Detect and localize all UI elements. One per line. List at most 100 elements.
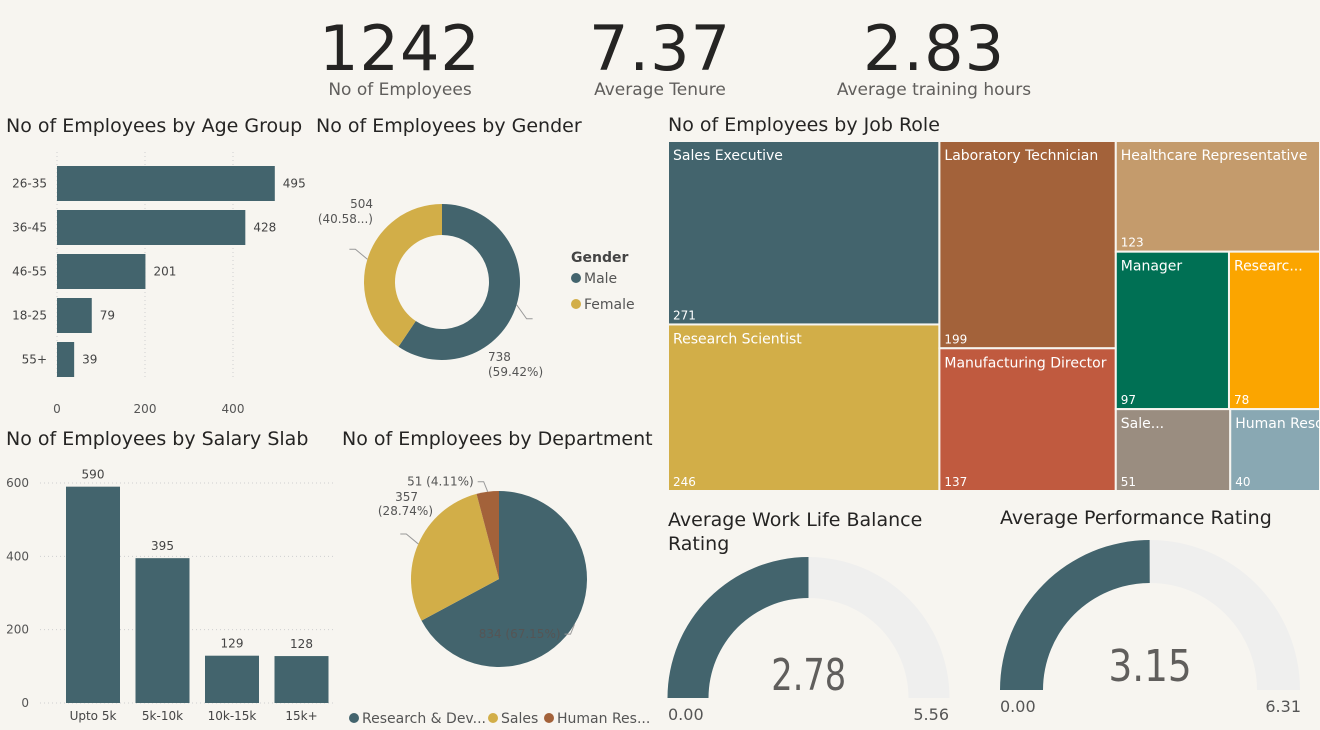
perf-gauge-value: 3.15 bbox=[1108, 640, 1191, 692]
legend-male-label[interactable]: Male bbox=[584, 271, 617, 287]
wlb-gauge-title: Average Work Life Balance Rating bbox=[668, 509, 923, 555]
treemap-tile-human-resources[interactable] bbox=[1229, 408, 1320, 491]
treemap-tile-sales-executive[interactable] bbox=[668, 141, 941, 326]
treemap-tile-value: 78 bbox=[1234, 393, 1249, 407]
department-slice-sales[interactable] bbox=[411, 493, 499, 621]
treemap-tile-value: 51 bbox=[1121, 475, 1136, 489]
dept-hr-leader bbox=[477, 481, 489, 492]
kpi-tenure-value: 7.37 bbox=[588, 12, 732, 85]
salary-ytick: 600 bbox=[6, 476, 29, 490]
legend-hr-label[interactable]: Human Res... bbox=[557, 711, 650, 727]
age-bar[interactable] bbox=[57, 210, 246, 245]
gender-female-leader bbox=[349, 248, 368, 260]
legend-research-label[interactable]: Research & Dev... bbox=[362, 711, 486, 727]
jobrole-treemap: Sales Executive 271 Research Scientist 246 L… bbox=[668, 141, 1320, 491]
kpi-employees-value: 1242 bbox=[319, 12, 481, 85]
salary-ytick: 400 bbox=[6, 549, 29, 563]
legend-research-marker bbox=[349, 713, 359, 723]
age-bar[interactable] bbox=[57, 342, 75, 377]
gender-slice-female[interactable] bbox=[364, 204, 442, 347]
department-chart-title: No of Employees by Department bbox=[342, 428, 653, 450]
legend-female-marker bbox=[571, 299, 581, 309]
salary-category-label: 5k-10k bbox=[142, 709, 183, 723]
age-bar-value: 495 bbox=[283, 177, 306, 191]
treemap-tile-value: 199 bbox=[944, 332, 967, 346]
salary-bar-value: 129 bbox=[221, 637, 244, 651]
treemap-tile-name: Sales Executive bbox=[673, 148, 783, 164]
treemap-tile-value: 123 bbox=[1121, 236, 1144, 250]
age-chart-title: No of Employees by Age Group bbox=[6, 115, 303, 137]
treemap-tile-value: 271 bbox=[673, 308, 696, 322]
salary-category-label: 15k+ bbox=[285, 709, 317, 723]
age-bar-value: 39 bbox=[82, 353, 97, 367]
age-category-label: 26-35 bbox=[12, 177, 47, 191]
treemap-tile-name: Human Resources bbox=[1235, 416, 1320, 432]
department-pie-chart: 834 (67.15%) 357(28.74%) 51 (4.11%) Resear… bbox=[349, 475, 650, 727]
salary-ytick: 200 bbox=[6, 623, 29, 637]
treemap-tile-laboratory-technician[interactable] bbox=[938, 141, 1117, 350]
department-slice-hr[interactable] bbox=[476, 491, 499, 579]
kpi-training-value: 2.83 bbox=[862, 12, 1006, 85]
dept-sales-leader bbox=[400, 533, 419, 545]
legend-male-marker bbox=[571, 273, 581, 283]
treemap-tile-name: Sale... bbox=[1121, 416, 1164, 432]
gender-male-value: 738 bbox=[488, 350, 511, 364]
age-xtick: 200 bbox=[134, 402, 157, 416]
gender-male-pct: (59.42%) bbox=[488, 365, 543, 379]
salary-ytick: 0 bbox=[21, 696, 29, 710]
perf-gauge: 3.15 0.00 6.31 bbox=[1000, 540, 1301, 716]
salary-bar-value: 128 bbox=[290, 637, 313, 651]
department-slice-research[interactable] bbox=[421, 491, 587, 667]
wlb-gauge: 2.78 0.00 5.56 bbox=[667, 557, 950, 724]
gender-donut-chart: 738(59.42%) 504(40.58...) Gender Male Fem… bbox=[318, 197, 635, 379]
gender-male-leader bbox=[516, 304, 533, 320]
wlb-gauge-max: 5.56 bbox=[913, 705, 949, 724]
dept-research-label: 834 (67.15%) bbox=[479, 627, 561, 641]
perf-gauge-min: 0.00 bbox=[1000, 697, 1036, 716]
kpi-training: 2.83 Average training hours bbox=[824, 12, 1044, 101]
salary-bar[interactable] bbox=[66, 486, 120, 703]
jobrole-chart-title: No of Employees by Job Role bbox=[668, 114, 940, 136]
salary-bar[interactable] bbox=[205, 655, 259, 703]
salary-bar-chart: 0 200 400 600 590 Upto 5k 395 5k-10k 129 10k-15k 1… bbox=[6, 468, 335, 723]
salary-bar-value: 395 bbox=[151, 539, 174, 553]
legend-sales-label[interactable]: Sales bbox=[501, 711, 538, 727]
gender-legend-title: Gender bbox=[571, 250, 628, 266]
treemap-tile-name: Healthcare Representative bbox=[1121, 148, 1308, 164]
age-bar[interactable] bbox=[57, 254, 146, 289]
age-category-label: 18-25 bbox=[12, 309, 47, 323]
treemap-tile-name: Manager bbox=[1121, 259, 1183, 275]
treemap-tile-name: Manufacturing Director bbox=[944, 355, 1106, 371]
treemap-tile-manufacturing-director[interactable] bbox=[938, 347, 1117, 491]
gender-slice-male[interactable] bbox=[398, 204, 520, 360]
age-xtick: 400 bbox=[222, 402, 245, 416]
treemap-tile-manager[interactable] bbox=[1114, 250, 1230, 411]
dept-hr-label: 51 (4.11%) bbox=[407, 475, 474, 489]
treemap-tile-value: 246 bbox=[673, 475, 696, 489]
age-bar-chart: 0 200 400 495 26-35 428 36-45 201 46-55 79 18-25 39… bbox=[12, 152, 306, 416]
kpi-training-label: Average training hours bbox=[836, 80, 1032, 100]
salary-bar[interactable] bbox=[135, 558, 190, 703]
gender-chart-title: No of Employees by Gender bbox=[316, 115, 582, 137]
salary-category-label: 10k-15k bbox=[208, 709, 257, 723]
dept-sales-value: 357 bbox=[395, 490, 418, 504]
kpi-tenure-label: Average Tenure bbox=[594, 80, 726, 100]
age-xtick: 0 bbox=[53, 402, 61, 416]
age-bar-value: 79 bbox=[100, 309, 115, 323]
dept-research-leader bbox=[564, 623, 575, 635]
treemap-tile-researc[interactable] bbox=[1227, 250, 1320, 411]
perf-gauge-title: Average Performance Rating bbox=[1000, 507, 1272, 529]
perf-gauge-fill bbox=[1000, 540, 1150, 690]
treemap-tile-value: 97 bbox=[1121, 393, 1136, 407]
kpi-tenure: 7.37 Average Tenure bbox=[560, 12, 760, 101]
wlb-gauge-min: 0.00 bbox=[668, 705, 704, 724]
age-bar[interactable] bbox=[57, 298, 92, 333]
legend-hr-marker bbox=[544, 713, 554, 723]
age-bar[interactable] bbox=[57, 166, 275, 201]
treemap-tile-research-scientist[interactable] bbox=[668, 323, 941, 491]
salary-bar[interactable] bbox=[274, 656, 329, 703]
age-bar-value: 428 bbox=[253, 221, 276, 235]
salary-bar-value: 590 bbox=[82, 468, 105, 482]
wlb-gauge-value: 2.78 bbox=[771, 649, 846, 701]
legend-female-label[interactable]: Female bbox=[584, 297, 635, 313]
